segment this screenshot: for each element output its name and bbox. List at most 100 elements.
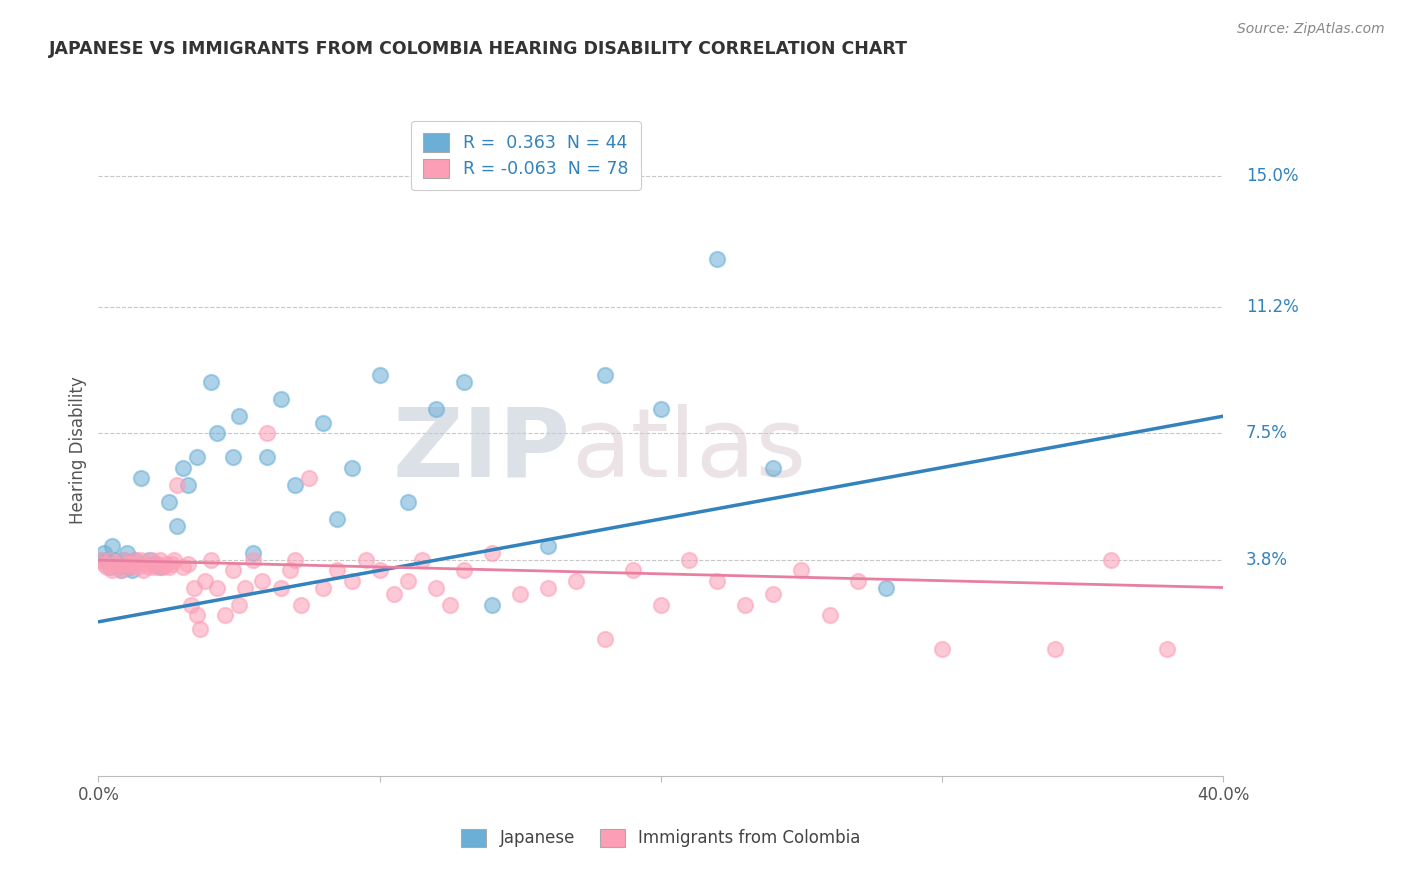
Point bbox=[200, 553, 222, 567]
Point bbox=[183, 581, 205, 595]
Point bbox=[509, 587, 531, 601]
Point bbox=[340, 460, 363, 475]
Point bbox=[157, 495, 180, 509]
Point bbox=[132, 563, 155, 577]
Point bbox=[121, 563, 143, 577]
Point bbox=[312, 581, 335, 595]
Point bbox=[157, 560, 180, 574]
Point bbox=[875, 581, 897, 595]
Point bbox=[233, 581, 256, 595]
Point bbox=[149, 560, 172, 574]
Point bbox=[256, 426, 278, 441]
Point bbox=[931, 642, 953, 657]
Text: ZIP: ZIP bbox=[392, 404, 571, 497]
Point bbox=[155, 557, 177, 571]
Point bbox=[166, 477, 188, 491]
Point bbox=[256, 450, 278, 465]
Point bbox=[762, 460, 785, 475]
Point bbox=[650, 598, 672, 612]
Text: 7.5%: 7.5% bbox=[1246, 425, 1288, 442]
Point bbox=[326, 563, 349, 577]
Text: atlas: atlas bbox=[571, 404, 806, 497]
Point bbox=[242, 553, 264, 567]
Point bbox=[537, 581, 560, 595]
Point bbox=[228, 409, 250, 424]
Point bbox=[326, 512, 349, 526]
Point bbox=[298, 471, 321, 485]
Point bbox=[706, 574, 728, 588]
Point bbox=[425, 581, 447, 595]
Point bbox=[104, 553, 127, 567]
Point bbox=[186, 450, 208, 465]
Point bbox=[650, 402, 672, 417]
Point bbox=[96, 560, 118, 574]
Point bbox=[205, 581, 228, 595]
Point bbox=[439, 598, 461, 612]
Point bbox=[143, 560, 166, 574]
Point bbox=[396, 574, 419, 588]
Point bbox=[194, 574, 217, 588]
Text: Source: ZipAtlas.com: Source: ZipAtlas.com bbox=[1237, 22, 1385, 37]
Point bbox=[284, 553, 307, 567]
Point bbox=[354, 553, 377, 567]
Text: 3.8%: 3.8% bbox=[1246, 551, 1288, 569]
Point bbox=[593, 632, 616, 646]
Point bbox=[411, 553, 433, 567]
Point bbox=[188, 622, 211, 636]
Point bbox=[706, 252, 728, 266]
Legend: Japanese, Immigrants from Colombia: Japanese, Immigrants from Colombia bbox=[450, 817, 872, 859]
Point bbox=[481, 598, 503, 612]
Point bbox=[621, 563, 644, 577]
Point bbox=[172, 560, 194, 574]
Point bbox=[270, 581, 292, 595]
Point bbox=[135, 557, 157, 571]
Point bbox=[734, 598, 756, 612]
Point bbox=[278, 563, 301, 577]
Point bbox=[222, 450, 245, 465]
Point bbox=[118, 560, 141, 574]
Point bbox=[115, 546, 138, 560]
Point bbox=[98, 560, 121, 574]
Point bbox=[146, 557, 169, 571]
Point bbox=[96, 553, 118, 567]
Point bbox=[186, 607, 208, 622]
Point bbox=[250, 574, 273, 588]
Point bbox=[129, 471, 152, 485]
Point bbox=[143, 557, 166, 571]
Point bbox=[129, 553, 152, 567]
Point bbox=[340, 574, 363, 588]
Point bbox=[228, 598, 250, 612]
Point bbox=[112, 553, 135, 567]
Point bbox=[118, 560, 141, 574]
Point bbox=[93, 557, 115, 571]
Point bbox=[180, 598, 202, 612]
Point bbox=[101, 540, 124, 554]
Point bbox=[312, 416, 335, 430]
Point bbox=[101, 563, 124, 577]
Point bbox=[453, 375, 475, 389]
Point bbox=[214, 607, 236, 622]
Point bbox=[177, 557, 200, 571]
Point bbox=[205, 426, 228, 441]
Point bbox=[152, 560, 174, 574]
Point bbox=[110, 563, 132, 577]
Point bbox=[537, 540, 560, 554]
Point bbox=[107, 560, 129, 574]
Point bbox=[270, 392, 292, 406]
Point bbox=[149, 553, 172, 567]
Point bbox=[115, 557, 138, 571]
Point bbox=[141, 553, 163, 567]
Point bbox=[90, 553, 112, 567]
Point bbox=[1099, 553, 1122, 567]
Point bbox=[396, 495, 419, 509]
Point bbox=[172, 460, 194, 475]
Point bbox=[163, 553, 186, 567]
Point bbox=[846, 574, 869, 588]
Point bbox=[382, 587, 405, 601]
Point bbox=[1156, 642, 1178, 657]
Point bbox=[90, 553, 112, 567]
Point bbox=[177, 477, 200, 491]
Point bbox=[1043, 642, 1066, 657]
Point bbox=[368, 563, 391, 577]
Point bbox=[138, 560, 160, 574]
